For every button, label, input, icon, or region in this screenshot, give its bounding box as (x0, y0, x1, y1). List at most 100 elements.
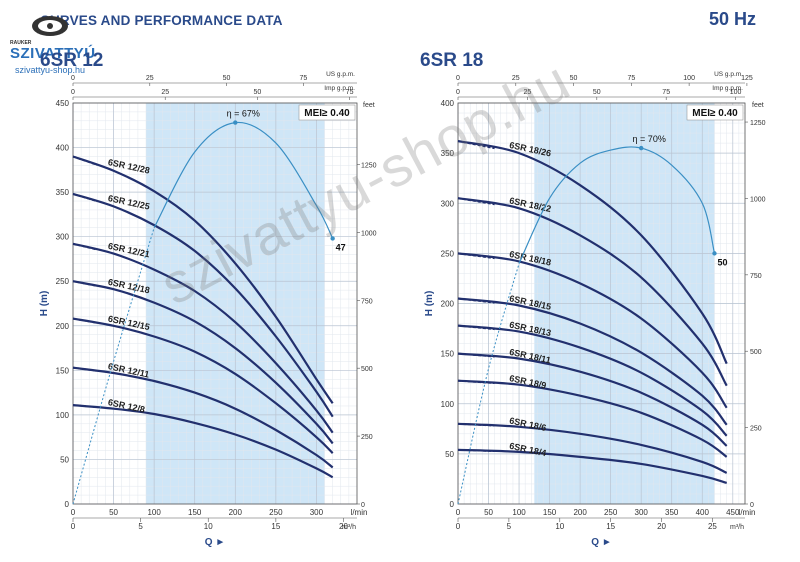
chart1-impgpm-unit: Imp g.p.m. (712, 85, 743, 92)
chart0-usgpm-unit: US g.p.m. (326, 71, 355, 78)
chart0-series-0-curve (72, 155, 334, 404)
chart0-y-tick-label: 50 (60, 455, 69, 464)
chart1-y-tick-label: 400 (441, 99, 455, 108)
chart0-series-6-curve (72, 404, 334, 479)
chart0-y-tick-label: 300 (56, 233, 70, 242)
chart0-m3h-tick-label: 15 (271, 522, 280, 531)
chart1-m3h-unit: m³/h (730, 524, 744, 531)
chart0-m3h-tick-label: 20 (339, 522, 348, 531)
chart1-usgpm-tick-label: 100 (683, 75, 695, 82)
chart0-y-tick-label: 100 (56, 411, 70, 420)
chart1-series-2-curve (457, 252, 728, 409)
chart0-impgpm-tick-label: 50 (254, 89, 262, 96)
chart1-impgpm-tick-label: 0 (456, 89, 460, 96)
chart0-series-2-curve (72, 242, 334, 434)
chart1-x-tick-label: 150 (543, 508, 557, 517)
chart0-usgpm-tick-label: 75 (299, 75, 307, 82)
chart0-impgpm-tick-label: 0 (71, 89, 75, 96)
chart0-efficiency-dashed (72, 227, 155, 505)
logo-brand-name: SZIVATTYÚ (10, 45, 96, 62)
chart0-mei-label: MEI≥ 0.40 (304, 108, 350, 119)
chart1-x-tick-label: 350 (665, 508, 679, 517)
chart0-m3h-tick-label: 10 (204, 522, 213, 531)
chart0-series-4-curve (72, 317, 334, 454)
chart1-x-axis-label: Q ► (591, 537, 611, 548)
chart0-y-axis-label: H (m) (39, 291, 50, 317)
chart1-x-tick-label: 400 (696, 508, 710, 517)
chart0-usgpm-tick-label: 0 (71, 75, 75, 82)
chart0-feet-unit: feet (363, 102, 375, 109)
chart0-efficiency-end-point (330, 236, 335, 241)
chart1-y-tick-label: 350 (441, 149, 455, 158)
chart1-efficiency-end-point (712, 251, 717, 256)
chart0-plot-frame (72, 102, 358, 505)
chart0-x-tick-label: 50 (109, 508, 118, 517)
chart1-usgpm-tick-label: 50 (570, 75, 578, 82)
chart0-series-3-curve (72, 280, 334, 445)
chart1-mei-box (686, 104, 744, 121)
chart1-m3h-tick-label: 10 (555, 522, 564, 531)
chart0-efficiency-peak-label: η = 67% (227, 109, 260, 119)
chart1-feet-tick-label: 500 (750, 349, 762, 356)
chart0-x-axis-label: Q ► (205, 537, 225, 548)
chart0-feet-tick-label: 500 (361, 366, 373, 373)
chart1-y-tick-label: 100 (441, 400, 455, 409)
chart1-feet-unit: feet (752, 102, 764, 109)
chart0-y-tick-label: 200 (56, 322, 70, 331)
chart0-impgpm-unit: Imp g.p.m. (324, 85, 355, 92)
chart1-series-8-curve (457, 448, 727, 484)
chart1-series-1-curve (457, 197, 728, 387)
chart1-impgpm-tick-label: 100 (730, 89, 742, 96)
page-title: CURVES AND PERFORMANCE DATA (40, 13, 283, 28)
chart1-feet-tick-label: 0 (750, 502, 754, 509)
chart0-y-tick-label: 150 (56, 366, 70, 375)
chart1-series-4-curve (457, 324, 728, 437)
chart1-plot-frame (457, 102, 746, 505)
chart0-x-tick-label: 200 (229, 508, 243, 517)
chart0-series-5-curve (72, 366, 334, 469)
chart1-efficiency-peak-point (638, 145, 644, 151)
logo-top-text: RAUKER (10, 40, 32, 46)
chart1-usgpm-unit: US g.p.m. (714, 71, 743, 78)
chart1-series-7-curve (457, 422, 728, 474)
chart1-feet-tick-label: 1000 (750, 196, 766, 203)
chart0-y-tick-label: 450 (56, 99, 70, 108)
chart0-lmin-unit: l/min (351, 508, 368, 517)
chart1-y-tick-label: 50 (445, 450, 454, 459)
chart0-x-tick-label: 0 (71, 508, 76, 517)
chart0-y-tick-label: 0 (65, 500, 70, 509)
chart1-usgpm-tick-label: 25 (512, 75, 520, 82)
chart1-y-axis-label: H (m) (424, 291, 435, 317)
chart1-series-0-curve (457, 140, 728, 365)
chart0-series-6-label: 6SR 12/8 (107, 397, 146, 415)
chart0-efficiency-peak-point (233, 120, 238, 125)
chart1-efficiency-curve (518, 146, 716, 264)
chart0-impgpm-tick-label: 25 (161, 89, 169, 96)
chart0-y-tick-label: 350 (56, 188, 70, 197)
chart0-m3h-unit: m³/h (342, 524, 356, 531)
chart1-usgpm-tick-label: 75 (627, 75, 635, 82)
chart0-y-tick-label: 250 (56, 277, 70, 286)
chart1-m3h-tick-label: 0 (456, 522, 461, 531)
chart1-series-5-curve (457, 352, 728, 447)
chart1-feet-tick-label: 250 (750, 426, 762, 433)
chart0-efficiency-curve (153, 121, 334, 239)
chart1-y-tick-label: 150 (441, 350, 455, 359)
chart1-x-tick-label: 200 (573, 508, 587, 517)
logo-url: szivattyu-shop.hu (15, 65, 86, 75)
chart1-y-tick-label: 250 (441, 249, 455, 258)
chart1-x-tick-label: 50 (484, 508, 493, 517)
chart1-x-tick-label: 100 (512, 508, 526, 517)
chart1-m3h-tick-label: 25 (708, 522, 717, 531)
chart0-feet-tick-label: 750 (361, 298, 373, 305)
chart0-feet-tick-label: 1000 (361, 230, 377, 237)
chart1-impgpm-tick-label: 75 (662, 89, 670, 96)
chart1-y-tick-label: 200 (441, 300, 455, 309)
chart0-y-tick-label: 400 (56, 144, 70, 153)
chart0-m3h-tick-label: 0 (71, 522, 76, 531)
chart1-series-3-curve (457, 297, 728, 426)
chart1-m3h-tick-label: 20 (657, 522, 666, 531)
chart0-usgpm-tick-label: 50 (223, 75, 231, 82)
chart0-m3h-tick-label: 5 (138, 522, 143, 531)
chart1-x-tick-label: 450 (726, 508, 740, 517)
